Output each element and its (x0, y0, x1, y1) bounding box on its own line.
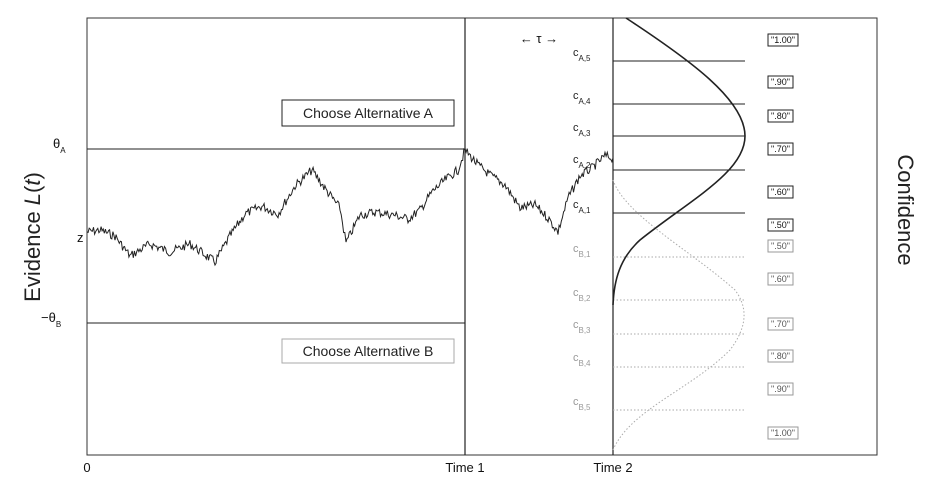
choice-b-label: Choose Alternative B (303, 343, 434, 359)
confidence-title: Confidence (893, 154, 918, 265)
confidence-label-b-90: ".90" (771, 384, 790, 394)
criterion-label-b1: cB,1 (573, 243, 591, 259)
confidence-label-a-90: ".90" (771, 77, 790, 87)
criterion-label-b4: cB,4 (573, 352, 591, 368)
confidence-box-b-100 (767, 426, 799, 440)
confidence-box-a-100 (767, 33, 799, 47)
criterion-label-b3: cB,3 (573, 319, 591, 335)
plot-frame (86, 17, 878, 456)
evidence-path-pre-decision (86, 148, 466, 267)
confidence-box-a-50 (767, 218, 794, 232)
confidence-label-b-80: ".80" (771, 351, 790, 361)
confidence-box-b-70 (767, 317, 794, 331)
confidence-label-a-100: "1.00" (771, 35, 795, 45)
distribution-b-curve (612, 179, 745, 451)
confidence-label-b-70: ".70" (771, 319, 790, 329)
starting-point-label: z (77, 230, 84, 245)
confidence-label-a-50: ".50" (771, 220, 790, 230)
choice-a-label: Choose Alternative A (303, 105, 434, 121)
confidence-label-b-60: ".60" (771, 274, 790, 284)
criterion-label-b2: cB,2 (573, 287, 591, 303)
choice-a-box (281, 99, 455, 127)
confidence-label-a-60: ".60" (771, 187, 790, 197)
distribution-a-curve (612, 17, 746, 306)
evidence-path-post-decision (464, 148, 614, 235)
criterion-label-a5: cA,5 (573, 47, 591, 63)
confidence-label-a-70: ".70" (771, 144, 790, 154)
theta-a-label: θA (53, 136, 66, 155)
confidence-label-b-100: "1.00" (771, 428, 795, 438)
x-tick-time1: Time 1 (445, 460, 484, 475)
x-tick-time2: Time 2 (593, 460, 632, 475)
confidence-box-a-80 (767, 109, 794, 123)
confidence-box-a-90 (767, 75, 794, 89)
tau-interval-label: ← τ → (520, 31, 558, 46)
confidence-box-b-80 (767, 349, 794, 363)
confidence-label-b-50: ".50" (771, 241, 790, 251)
confidence-box-b-90 (767, 382, 794, 396)
criterion-label-a2: cA,2 (573, 154, 591, 170)
theta-b-label: −θB (41, 310, 61, 329)
x-tick-0: 0 (83, 460, 90, 475)
choice-b-box (281, 338, 455, 364)
criterion-label-a1: cA,1 (573, 199, 591, 215)
criterion-label-a3: cA,3 (573, 122, 591, 138)
y-axis-title: Evidence L(t) (20, 172, 45, 302)
confidence-label-a-80: ".80" (771, 111, 790, 121)
confidence-box-b-50 (767, 239, 794, 253)
confidence-box-a-60 (767, 185, 794, 199)
criterion-label-a4: cA,4 (573, 90, 591, 106)
confidence-box-b-60 (767, 272, 794, 286)
confidence-box-a-70 (767, 142, 794, 156)
criterion-label-b5: cB,5 (573, 396, 591, 412)
